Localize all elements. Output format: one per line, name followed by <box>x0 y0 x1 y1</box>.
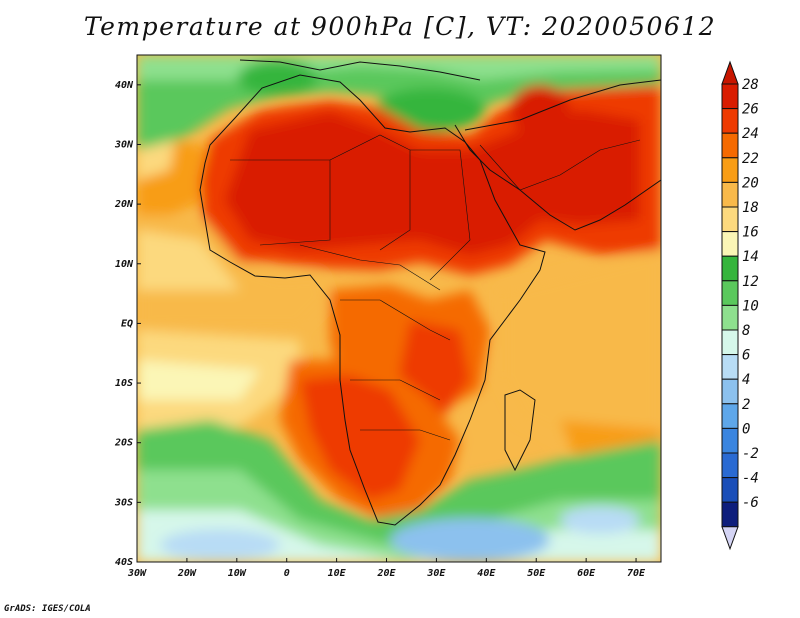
lon-tick-label: 20W <box>177 568 197 579</box>
colorbar-label: 8 <box>742 323 750 339</box>
colorbar-label: 18 <box>742 200 759 216</box>
lon-tick-label: 30E <box>426 568 446 579</box>
latitude-axis: 40N 30N 20N 10N EQ 10S 20S 30S 40S <box>114 80 141 568</box>
lon-tick-label: 10W <box>228 568 247 579</box>
lon-tick-label: 50E <box>527 568 546 579</box>
lat-tick-label: 40S <box>115 557 133 568</box>
colorbar-swatch <box>721 452 739 479</box>
colorbar-swatch <box>721 378 739 405</box>
colorbar-swatch <box>721 83 739 110</box>
map-frame <box>136 54 662 563</box>
lon-tick-label: 0 <box>284 568 290 579</box>
colorbar-swatch <box>721 280 739 306</box>
colorbar-swatch <box>721 403 739 429</box>
lon-tick-label: 20E <box>376 568 396 579</box>
colorbar-label: 12 <box>742 274 759 290</box>
longitude-axis: 30W 20W 10W 0 10E 20E 30E 40E 50E 60E 70E <box>127 558 646 579</box>
colorbar-swatch <box>721 354 739 380</box>
colorbar-swatch <box>721 255 739 282</box>
colorbar-label: 26 <box>742 102 759 118</box>
colorbar-swatch <box>721 132 739 159</box>
colorbar-label: -4 <box>742 471 759 487</box>
colorbar-label: -6 <box>742 495 759 511</box>
lat-tick-label: 10N <box>115 259 134 270</box>
colorbar-label: 4 <box>742 372 750 388</box>
lat-tick-label: EQ <box>121 318 133 329</box>
colorbar-label: 6 <box>742 348 750 364</box>
lat-tick-label: 30N <box>114 139 134 150</box>
colorbar-swatch <box>721 477 739 503</box>
colorbar-label: 22 <box>742 151 759 167</box>
country-borders <box>230 134 641 441</box>
colorbar-label: -2 <box>742 446 759 462</box>
lat-tick-label: 20N <box>114 199 134 210</box>
colorbar-label: 16 <box>742 225 759 241</box>
colorbar-label: 28 <box>742 77 759 93</box>
colorbar-label: 0 <box>742 421 750 437</box>
colorbar-label: 2 <box>742 397 750 413</box>
lon-tick-label: 70E <box>627 568 646 579</box>
colorbar-swatch <box>721 501 739 528</box>
colorbar-swatch <box>721 108 739 134</box>
colorbar-swatch <box>721 206 739 233</box>
colorbar-label: 20 <box>742 175 759 191</box>
colorbar-label: 14 <box>742 249 759 265</box>
colorbar-label: 10 <box>742 298 759 314</box>
colorbar-swatch <box>721 181 739 208</box>
temperature-field <box>137 55 661 562</box>
colorbar-swatch <box>721 157 739 183</box>
colorbar-top-arrow <box>721 60 739 85</box>
lat-tick-label: 40N <box>115 80 134 91</box>
coastlines <box>199 59 661 526</box>
lat-tick-label: 10S <box>115 378 133 389</box>
lon-tick-label: 40E <box>477 568 496 579</box>
colorbar-bottom-arrow <box>721 526 739 551</box>
grads-credit: GrADS: IGES/COLA <box>4 604 91 614</box>
colorbar-swatch <box>721 329 739 356</box>
colorbar-swatch <box>721 231 739 257</box>
colorbar-swatch <box>721 304 739 331</box>
lon-tick-label: 10E <box>328 568 347 579</box>
lon-tick-label: 60E <box>577 568 596 579</box>
colorbar-swatch <box>721 427 739 454</box>
lon-tick-label: 30W <box>127 568 147 579</box>
map-title: Temperature at 900hPa [C], VT: 202005061… <box>83 12 717 41</box>
colorbar-label: 24 <box>742 126 759 142</box>
lat-tick-label: 30S <box>114 497 133 508</box>
lat-tick-label: 20S <box>114 438 133 449</box>
